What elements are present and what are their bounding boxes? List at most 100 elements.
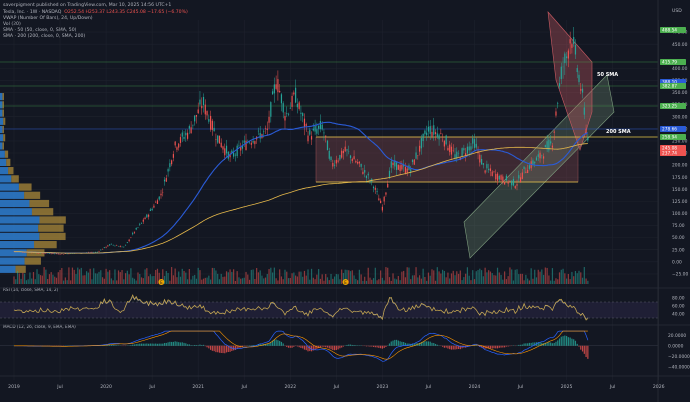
macd-hist-bar xyxy=(436,344,438,346)
volume-bar xyxy=(291,273,293,284)
macd-hist-bar xyxy=(548,342,550,346)
macd-hist-bar xyxy=(445,345,447,348)
macd-hist-bar xyxy=(383,345,385,349)
volume-bar xyxy=(399,280,401,284)
candle-body xyxy=(392,162,394,166)
volume-bar xyxy=(498,272,500,284)
macd-hist-bar xyxy=(388,343,391,346)
volume-bar xyxy=(551,268,554,284)
y-tick-label: 125.00 xyxy=(672,199,688,205)
candle-body xyxy=(415,152,417,159)
x-tick-label: 2024 xyxy=(469,384,481,390)
macd-hist-bar xyxy=(225,345,228,353)
macd-hist-bar xyxy=(454,345,456,350)
volume-bar xyxy=(220,273,222,284)
ascending-channel xyxy=(463,74,615,259)
macd-hist-bar xyxy=(500,345,502,348)
volume-bar xyxy=(450,273,453,284)
macd-hist-bar xyxy=(498,345,500,348)
ohlc: O252.54 H253.37 L243.35 C245.08 −17.65 (… xyxy=(64,10,188,15)
volume-bar xyxy=(94,273,97,284)
volume-bar xyxy=(542,274,545,284)
volume-bar xyxy=(240,278,242,284)
macd-hist-bar xyxy=(422,341,424,346)
symbol-line: Tesla, Inc. · 1W · NASDAQ O252.54 H253.3… xyxy=(3,10,188,15)
volume-bar xyxy=(550,280,552,284)
sma50-line: SMA · 50 (50, close, 0, SMA, 50) xyxy=(3,28,77,33)
candle-body xyxy=(211,120,213,130)
volume-bar xyxy=(202,278,205,284)
volume-bar xyxy=(581,277,584,284)
macd-hist-bar xyxy=(289,345,291,348)
candle-body xyxy=(567,50,569,59)
volume-bar xyxy=(307,269,309,284)
price-label-text: 388.10 xyxy=(662,80,677,86)
volume-profile-bar-down xyxy=(8,167,14,175)
candle-body xyxy=(429,126,431,134)
volume-bar xyxy=(284,269,286,284)
candle-body xyxy=(558,83,561,87)
macd-hist-bar xyxy=(293,345,295,347)
volume-bar xyxy=(488,270,490,284)
macd-hist-bar xyxy=(105,345,107,346)
candle-body xyxy=(484,170,486,173)
macd-hist-bar xyxy=(403,342,405,346)
candle-body xyxy=(224,148,226,156)
volume-bar xyxy=(486,272,488,284)
volume-bar xyxy=(50,272,52,284)
candle-body xyxy=(438,134,440,140)
volume-profile-bar-down xyxy=(3,117,6,125)
candle-body xyxy=(514,185,516,189)
volume-bar xyxy=(119,272,121,284)
volume-bar xyxy=(500,274,502,284)
volume-profile-bar-up xyxy=(0,241,35,249)
candle-body xyxy=(291,95,293,107)
candle-body xyxy=(328,150,330,159)
volume-bar xyxy=(580,272,582,284)
volume-bar xyxy=(87,272,89,284)
candle-body xyxy=(440,133,442,134)
volume-bar xyxy=(238,277,240,284)
macd-hist-bar xyxy=(268,343,270,346)
volume-bar xyxy=(231,271,233,284)
macd-hist-bar xyxy=(558,338,561,346)
volume-bar xyxy=(560,269,562,284)
volume-bar xyxy=(433,270,435,284)
volume-bar xyxy=(114,269,116,284)
macd-hist-bar xyxy=(539,342,541,346)
macd-hist-bar xyxy=(378,345,380,348)
candle-body xyxy=(57,253,59,255)
volume-bar xyxy=(530,268,532,284)
volume-profile-bar-down xyxy=(24,191,41,199)
volume-bar xyxy=(282,279,284,284)
candle-body xyxy=(190,127,192,134)
candle-body xyxy=(360,163,362,167)
y-tick-label: 0.00 xyxy=(672,259,682,265)
y-tick-label: 175.00 xyxy=(672,175,688,181)
earnings-marker xyxy=(158,279,165,285)
price-label-box xyxy=(660,83,686,89)
candle-body xyxy=(185,132,187,136)
macd-tick-label: 0.0000 xyxy=(668,343,684,349)
volume-bar xyxy=(199,270,201,284)
volume-bar xyxy=(518,274,520,284)
volume-bar xyxy=(578,270,580,284)
candle-body xyxy=(174,141,176,146)
macd-hist-bar xyxy=(488,345,490,349)
macd-hist-bar xyxy=(420,342,422,346)
candle-body xyxy=(295,87,297,103)
y-tick-label: 100.00 xyxy=(672,211,688,217)
macd-hist-bar xyxy=(581,345,584,352)
published-line: saverpigment published on TradingView.co… xyxy=(3,3,172,8)
volume-bar xyxy=(176,277,178,284)
candle-body xyxy=(110,243,113,245)
candle-body xyxy=(241,145,244,149)
macd-hist-bar xyxy=(158,343,160,346)
candle-body xyxy=(390,161,392,168)
macd-hist-bar xyxy=(537,342,539,346)
candle-body xyxy=(287,113,290,115)
volume-bar xyxy=(374,267,376,284)
macd-hist-bar xyxy=(569,337,571,346)
sma50-annotation: 50 SMA xyxy=(597,72,618,78)
